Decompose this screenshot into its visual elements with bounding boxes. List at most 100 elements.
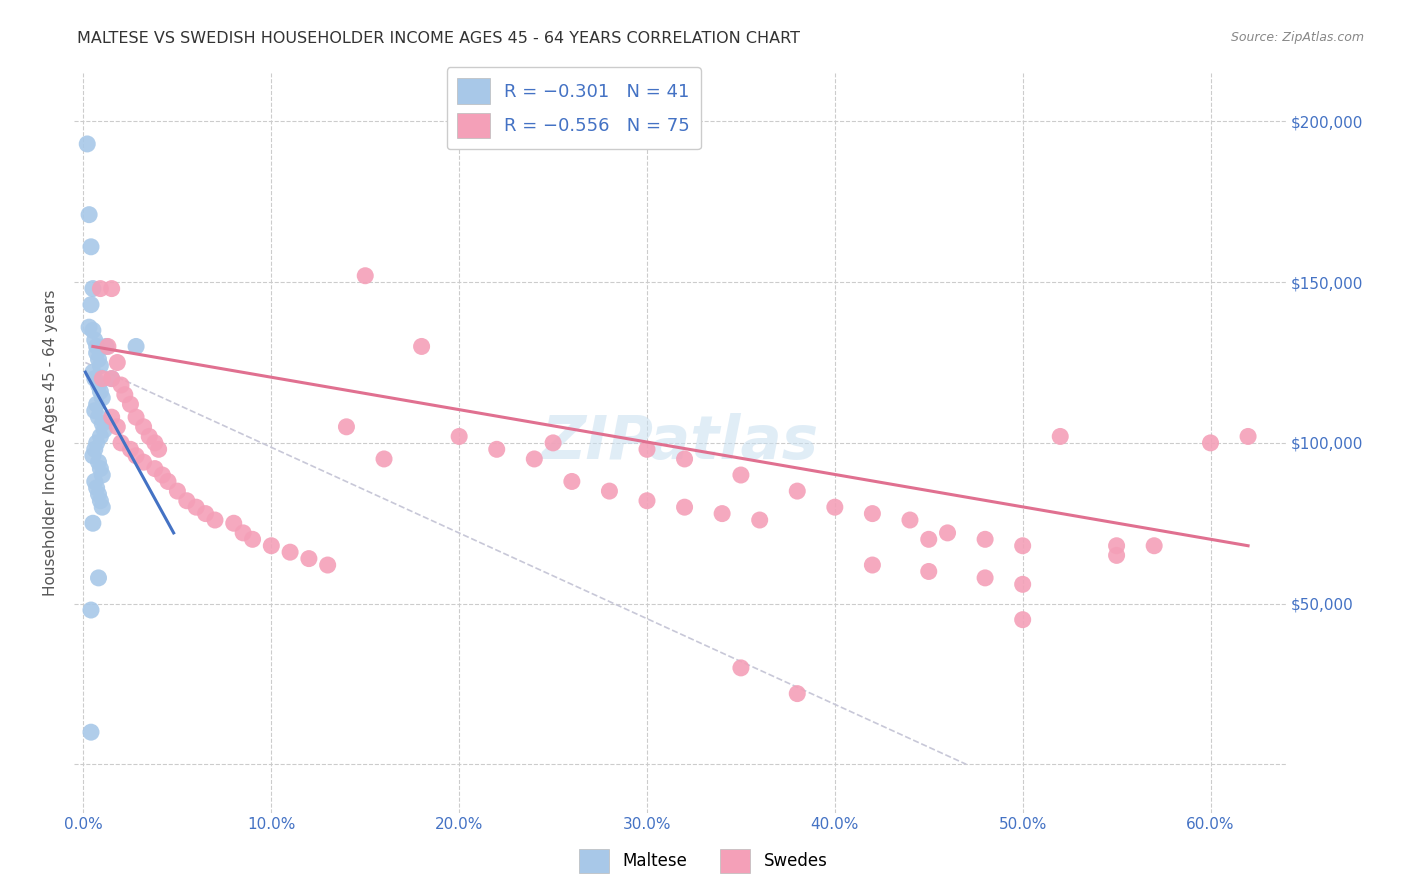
Point	[354, 268, 377, 283]
Point	[97, 339, 120, 353]
Point	[83, 442, 105, 457]
Point	[100, 282, 122, 296]
Point	[86, 436, 108, 450]
Point	[974, 571, 997, 585]
Point	[730, 468, 752, 483]
Point	[673, 452, 696, 467]
Point	[132, 455, 155, 469]
Point	[143, 436, 166, 450]
Point	[87, 378, 110, 392]
Point	[86, 339, 108, 353]
Point	[222, 516, 245, 531]
Point	[242, 533, 264, 547]
Point	[80, 603, 103, 617]
Point	[82, 365, 104, 379]
Point	[89, 384, 111, 399]
Point	[1011, 539, 1033, 553]
Point	[824, 500, 846, 515]
Point	[186, 500, 208, 515]
Point	[936, 525, 959, 540]
Point	[138, 429, 160, 443]
Point	[110, 378, 132, 392]
Point	[449, 429, 471, 443]
Text: MALTESE VS SWEDISH HOUSEHOLDER INCOME AGES 45 - 64 YEARS CORRELATION CHART: MALTESE VS SWEDISH HOUSEHOLDER INCOME AG…	[77, 31, 800, 46]
Point	[150, 468, 173, 483]
Point	[89, 429, 111, 443]
Point	[83, 475, 105, 489]
Point	[114, 387, 136, 401]
Point	[110, 436, 132, 450]
Point	[485, 442, 508, 457]
Point	[1049, 429, 1071, 443]
Point	[105, 419, 128, 434]
Point	[77, 208, 100, 222]
Point	[1199, 436, 1222, 450]
Point	[711, 507, 734, 521]
Point	[89, 493, 111, 508]
Point	[86, 346, 108, 360]
Point	[132, 419, 155, 434]
Legend: Maltese, Swedes: Maltese, Swedes	[572, 842, 834, 880]
Legend: R = −0.301   N = 41, R = −0.556   N = 75: R = −0.301 N = 41, R = −0.556 N = 75	[447, 68, 702, 149]
Point	[89, 461, 111, 475]
Point	[636, 442, 658, 457]
Point	[91, 500, 114, 515]
Point	[91, 391, 114, 405]
Point	[87, 352, 110, 367]
Point	[77, 320, 100, 334]
Point	[89, 359, 111, 373]
Point	[80, 298, 103, 312]
Point	[316, 558, 339, 572]
Point	[156, 475, 179, 489]
Point	[523, 452, 546, 467]
Point	[918, 533, 941, 547]
Point	[1011, 577, 1033, 591]
Point	[83, 371, 105, 385]
Point	[82, 282, 104, 296]
Point	[80, 725, 103, 739]
Point	[100, 371, 122, 385]
Point	[166, 484, 188, 499]
Point	[918, 565, 941, 579]
Point	[898, 513, 921, 527]
Point	[87, 410, 110, 425]
Point	[87, 487, 110, 501]
Point	[786, 484, 808, 499]
Point	[87, 571, 110, 585]
Point	[298, 551, 321, 566]
Point	[120, 397, 142, 411]
Point	[82, 449, 104, 463]
Point	[1011, 613, 1033, 627]
Point	[93, 423, 115, 437]
Point	[636, 493, 658, 508]
Point	[860, 558, 883, 572]
Point	[730, 661, 752, 675]
Point	[86, 397, 108, 411]
Point	[87, 455, 110, 469]
Point	[860, 507, 883, 521]
Point	[89, 282, 111, 296]
Point	[1105, 549, 1128, 563]
Point	[411, 339, 433, 353]
Point	[673, 500, 696, 515]
Point	[974, 533, 997, 547]
Point	[148, 442, 170, 457]
Point	[541, 436, 564, 450]
Point	[91, 417, 114, 431]
Point	[82, 323, 104, 337]
Y-axis label: Householder Income Ages 45 - 64 years: Householder Income Ages 45 - 64 years	[44, 290, 58, 596]
Point	[598, 484, 620, 499]
Point	[94, 339, 117, 353]
Point	[561, 475, 583, 489]
Point	[125, 449, 148, 463]
Point	[100, 410, 122, 425]
Point	[1143, 539, 1166, 553]
Point	[373, 452, 395, 467]
Point	[125, 339, 148, 353]
Point	[748, 513, 770, 527]
Point	[786, 687, 808, 701]
Point	[83, 333, 105, 347]
Point	[1105, 539, 1128, 553]
Point	[176, 493, 198, 508]
Point	[278, 545, 301, 559]
